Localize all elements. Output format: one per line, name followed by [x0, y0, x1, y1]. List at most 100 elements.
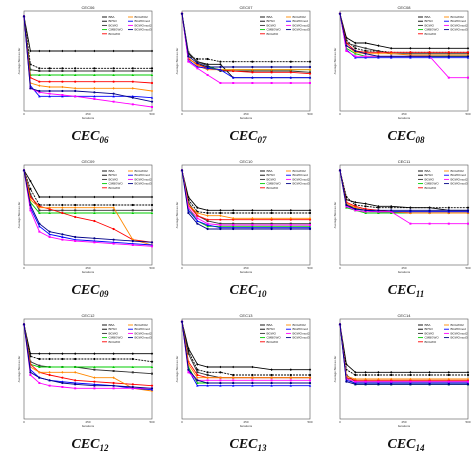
- data-point: [206, 371, 209, 374]
- data-point: [447, 56, 450, 59]
- y-axis-label: Average Best-so-far: [17, 48, 21, 75]
- data-point: [232, 227, 235, 231]
- data-point: [308, 227, 312, 231]
- legend-label: CMBGWO: [109, 336, 124, 340]
- legend-label: BCGWO2: [293, 15, 307, 19]
- legend-label: BGWOmod3: [293, 182, 310, 186]
- data-point: [112, 381, 115, 385]
- data-point: [364, 210, 367, 213]
- data-point: [232, 225, 235, 228]
- data-point: [48, 70, 51, 72]
- data-point: [251, 209, 254, 212]
- legend-label: BPSO: [267, 173, 276, 177]
- chart-title: CEC07: [240, 5, 254, 10]
- data-point: [270, 222, 273, 225]
- data-point: [61, 238, 64, 241]
- data-point: [289, 60, 292, 63]
- data-point: [150, 96, 154, 99]
- series-line-bba: [181, 321, 310, 371]
- data-point: [251, 225, 254, 228]
- data-point: [308, 211, 312, 215]
- data-point: [74, 209, 77, 212]
- x-tick-label: 250: [401, 420, 406, 424]
- chart-title: CEC10: [240, 159, 254, 164]
- series-line-bba: [339, 13, 468, 49]
- data-point: [270, 225, 273, 228]
- legend-label: BPSO: [109, 19, 118, 23]
- data-point: [93, 209, 96, 212]
- data-point: [112, 242, 115, 245]
- data-point: [428, 55, 431, 58]
- data-point: [22, 323, 26, 326]
- data-point: [338, 12, 342, 15]
- data-point: [29, 352, 32, 355]
- data-point: [364, 56, 367, 59]
- data-point: [61, 381, 64, 385]
- data-point: [187, 211, 190, 215]
- data-point: [409, 222, 412, 225]
- data-point: [29, 203, 32, 207]
- series-line-bpso: [339, 170, 468, 209]
- series-line-cmbgwo: [23, 16, 152, 76]
- data-point: [466, 383, 470, 386]
- series-line-bgwo: [23, 16, 152, 72]
- data-point: [364, 209, 367, 212]
- data-point: [61, 233, 64, 236]
- data-point: [48, 236, 51, 238]
- legend-label: BBA: [109, 15, 115, 19]
- chart-caption: CEC13: [229, 437, 267, 453]
- series-line-bcgwo2: [339, 13, 468, 56]
- data-point: [61, 49, 64, 53]
- data-point: [196, 219, 199, 222]
- data-point: [251, 384, 254, 387]
- x-axis-label: Iterations: [82, 270, 95, 274]
- data-point: [354, 383, 357, 386]
- y-axis-label: Average Best-so-far: [175, 356, 179, 383]
- data-point: [38, 371, 41, 374]
- data-point: [74, 357, 77, 361]
- x-tick-label: 500: [307, 112, 312, 116]
- data-point: [131, 244, 134, 246]
- data-point: [38, 209, 41, 212]
- data-point: [390, 383, 393, 386]
- data-point: [251, 65, 254, 69]
- data-point: [196, 222, 199, 225]
- legend-label: BCGWO2: [135, 15, 149, 19]
- data-point: [364, 202, 367, 205]
- data-point: [377, 206, 380, 209]
- chart-title: CEC08: [398, 5, 412, 10]
- data-point: [196, 67, 199, 70]
- data-point: [151, 70, 153, 72]
- data-point: [364, 377, 367, 381]
- data-point: [93, 368, 96, 371]
- series-line-bcgwo2: [339, 324, 468, 380]
- data-point: [232, 376, 235, 379]
- data-point: [309, 82, 311, 84]
- data-point: [38, 382, 41, 384]
- data-point: [377, 55, 380, 58]
- legend-label: BGWO: [109, 23, 119, 27]
- series-line-bcgwo: [23, 324, 153, 387]
- data-point: [196, 371, 199, 374]
- series-line-bcgwo: [339, 324, 468, 381]
- legend-label: BGWOmod2: [135, 23, 152, 27]
- x-tick-label: 250: [243, 420, 248, 424]
- data-point: [38, 211, 41, 214]
- legend-label: CMBGWO: [267, 182, 282, 186]
- data-point: [38, 376, 41, 379]
- x-axis-label: Iterations: [240, 116, 253, 120]
- data-point: [48, 384, 51, 387]
- data-point: [308, 60, 312, 63]
- data-point: [112, 80, 115, 83]
- data-point: [251, 76, 254, 79]
- legend-label: BGWOmod: [451, 173, 467, 177]
- data-point: [251, 82, 254, 84]
- legend-label: BCGWO: [109, 32, 121, 36]
- data-point: [74, 67, 77, 70]
- data-point: [150, 81, 154, 85]
- chart-panel-cec08: CEC08 Average Best-so-far 0 250 500 Iteration…: [333, 5, 471, 145]
- data-point: [219, 63, 222, 66]
- data-point: [219, 376, 222, 379]
- data-point: [187, 201, 190, 204]
- series-line-bba: [23, 170, 152, 198]
